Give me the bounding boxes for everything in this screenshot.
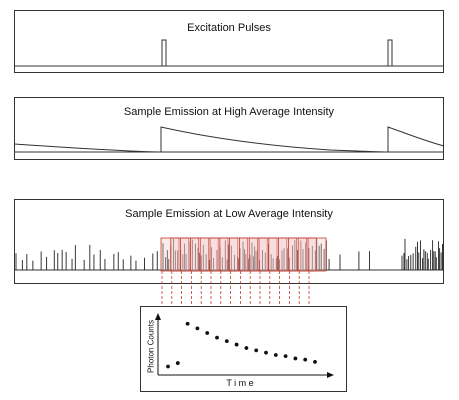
- data-point: [273, 353, 278, 357]
- time-bin-box: [258, 237, 278, 272]
- data-point: [224, 339, 229, 344]
- inset-y-arrow-icon: [155, 313, 161, 320]
- high-intensity-decay-2: [387, 126, 445, 152]
- inset-y-label: Photon Counts: [146, 320, 156, 373]
- time-bin-box: [287, 237, 307, 272]
- data-point: [264, 350, 268, 355]
- data-point: [175, 361, 180, 365]
- data-point: [313, 360, 317, 364]
- excitation-panel-title: Excitation Pulses: [187, 22, 271, 34]
- high-intensity-panel: Sample Emission at High Average Intensit…: [14, 97, 444, 160]
- excitation-pulse-1: [161, 39, 167, 66]
- data-point: [166, 364, 170, 369]
- time-bin-box: [170, 237, 190, 272]
- excitation-panel: Excitation Pulses: [14, 10, 444, 73]
- time-bin-box: [180, 237, 200, 272]
- time-bin-box: [229, 237, 249, 272]
- excitation-pulse-2: [387, 39, 393, 66]
- data-point: [205, 331, 210, 335]
- high-intensity-decay-1: [13, 126, 389, 153]
- photon-count-inset: [140, 306, 347, 392]
- low-intensity-panel-title: Sample Emission at Low Average Intensity: [125, 208, 333, 220]
- time-bin-box: [209, 237, 229, 272]
- data-point: [244, 346, 249, 350]
- time-bin-box: [248, 237, 268, 272]
- data-point: [293, 356, 298, 361]
- data-point: [254, 348, 259, 353]
- data-point: [185, 321, 190, 326]
- time-bin-box: [219, 237, 239, 272]
- time-bin-box: [268, 237, 288, 272]
- data-point: [283, 354, 288, 359]
- time-bin-box: [238, 237, 258, 272]
- data-point: [215, 335, 219, 340]
- data-point: [303, 357, 308, 362]
- time-bin-box: [160, 237, 180, 272]
- inset-x-label: T i m e: [226, 378, 254, 388]
- time-bin-box: [199, 237, 219, 272]
- time-bin-box: [297, 237, 317, 272]
- time-bin-box: [278, 237, 298, 272]
- inset-data-points: [166, 321, 317, 369]
- time-bin-boxes: [160, 237, 327, 272]
- time-bin-box: [307, 237, 327, 272]
- data-point: [234, 342, 239, 347]
- data-point: [195, 326, 200, 331]
- high-intensity-panel-title: Sample Emission at High Average Intensit…: [123, 106, 335, 118]
- time-bin-box: [189, 237, 209, 272]
- inset-x-arrow-icon: [327, 372, 334, 378]
